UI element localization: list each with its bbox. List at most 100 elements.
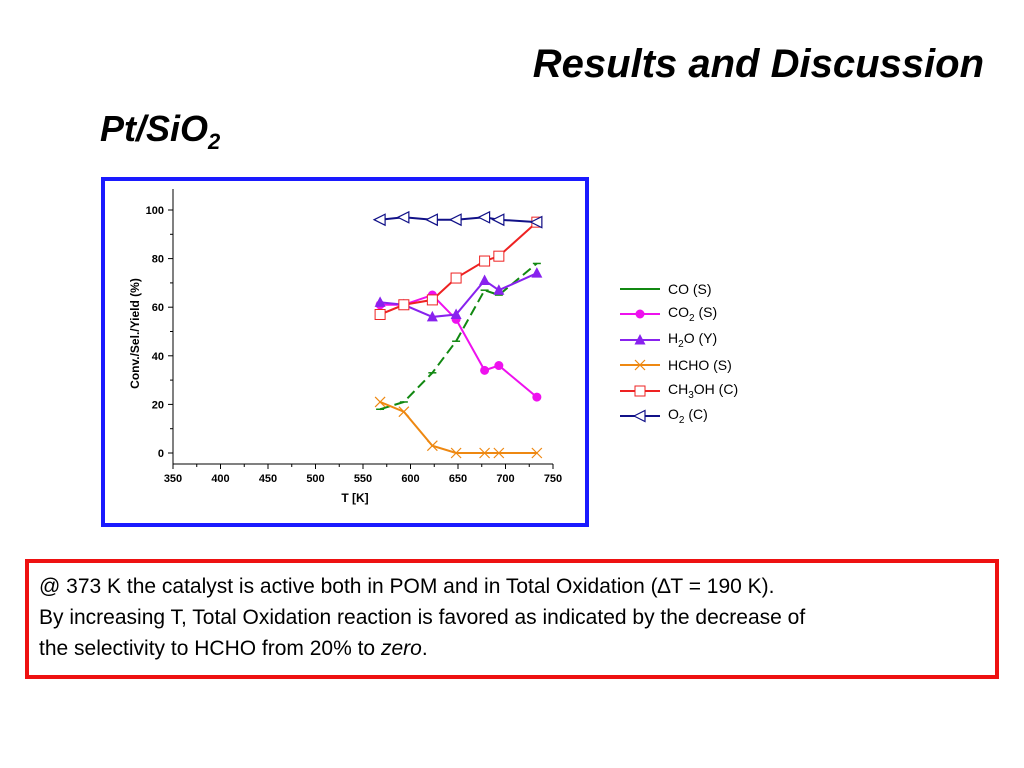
series-point-hcho <box>479 447 491 459</box>
legend-label-subscript: 2 <box>689 313 695 325</box>
series-point-h2o <box>426 310 438 322</box>
series-point-h2o <box>479 274 491 285</box>
series-point-co2 <box>480 365 490 375</box>
legend-item-co: CO (S) <box>620 276 820 302</box>
legend-label-subscript: 2 <box>678 415 685 427</box>
slide-title: Results and Discussion <box>532 42 984 86</box>
series-point-h2o <box>374 296 386 307</box>
series-point-o2 <box>529 215 543 229</box>
legend-swatch-co <box>620 287 660 290</box>
legend-label-o2: O2 (C) <box>668 406 708 426</box>
series-point-h2o <box>531 267 543 278</box>
series-point-o2 <box>491 213 505 227</box>
legend-label-hcho: HCHO (S) <box>668 357 732 373</box>
series-point-h2o <box>450 308 462 319</box>
series-point-h2o <box>493 284 505 295</box>
x-axis-label: T [K] <box>341 491 368 505</box>
x-tick-label: 750 <box>544 473 562 485</box>
series-point-hcho-stroke-b <box>398 406 410 418</box>
chart-frame: 350 400 450 500 550 600 650 700 750 0 20 40 60 80 100 T… <box>101 177 589 527</box>
series-point-o2 <box>448 213 462 227</box>
chart-svg: 350 400 450 500 550 600 650 700 750 0 20 40 60 80 100 T… <box>128 189 562 505</box>
x-tick-label: 500 <box>306 473 324 485</box>
legend-item-hcho: HCHO (S) <box>620 353 820 379</box>
legend-label-rest: (S) <box>709 357 732 374</box>
legend-item-o2: O2 (C) <box>620 404 820 430</box>
legend-item-ch3oh: CH3OH (C) <box>620 378 820 404</box>
legend-label-co2: CO2 (S) <box>668 304 717 324</box>
x-tick-label: 400 <box>211 473 229 485</box>
subtitle-subscript: 2 <box>208 129 221 154</box>
series-point-hcho-stroke-b <box>493 447 505 459</box>
legend-swatch-marker <box>635 309 645 319</box>
legend-swatch-marker <box>634 385 646 397</box>
series-line-co <box>379 262 538 411</box>
series-point-o2 <box>396 210 410 224</box>
legend-label-main: CH <box>668 380 689 397</box>
y-tick-label: 100 <box>146 205 164 217</box>
series-point-ch3oh <box>493 250 505 262</box>
legend-swatch-marker <box>634 333 646 345</box>
x-tick-label: 600 <box>401 473 419 485</box>
legend-swatch-h2o <box>620 333 660 345</box>
series-point-hcho-stroke-b <box>374 396 386 408</box>
legend-swatch-o2 <box>620 409 660 423</box>
legend-swatch-co2 <box>620 309 660 319</box>
y-tick-label: 20 <box>152 399 164 411</box>
note-line-3-prefix: the selectivity to HCHO from 20% to <box>39 637 381 660</box>
legend-label-main: CO <box>668 304 689 321</box>
series-point-hcho <box>426 440 438 452</box>
series-point-o2 <box>425 213 438 227</box>
note-line-3: the selectivity to HCHO from 20% to zero… <box>39 633 985 664</box>
note-line-1: @ 373 K the catalyst is active both in P… <box>39 575 775 598</box>
legend-swatch-ch3oh <box>620 385 660 397</box>
y-tick-label: 60 <box>152 302 164 314</box>
legend-label-rest: (S) <box>689 280 712 297</box>
series-point-co2 <box>532 392 542 402</box>
series-point-hcho <box>493 447 505 459</box>
x-tick-label: 450 <box>259 473 277 485</box>
series-point-o2 <box>372 213 386 227</box>
note-box: @ 373 K the catalyst is active both in P… <box>25 559 999 679</box>
legend-label-h2o: H2O (Y) <box>668 330 717 350</box>
y-tick-label: 0 <box>158 448 164 460</box>
series-point-co2 <box>494 361 504 371</box>
chart-legend: CO (S) CO2 (S) H2O (Y) HCHO (S) CH3OH (C) O2 … <box>620 276 820 429</box>
x-tick-label: 650 <box>449 473 467 485</box>
subtitle-main: Pt/SiO <box>100 108 209 149</box>
slide-subtitle: Pt/SiO2 <box>100 108 220 155</box>
legend-swatch-marker-stroke-b <box>634 359 646 371</box>
y-tick-label: 40 <box>152 351 164 363</box>
legend-label-rest: O (Y) <box>683 329 718 346</box>
legend-swatch-marker <box>632 409 646 423</box>
y-axis-label: Conv./Sel./Yield (%) <box>128 278 142 389</box>
series-point-hcho-stroke-b <box>450 447 462 459</box>
x-tick-label: 550 <box>354 473 372 485</box>
legend-swatch-marker <box>634 359 646 371</box>
legend-swatch-hcho <box>620 359 660 371</box>
note-line-3-suffix: . <box>421 637 428 660</box>
legend-label-rest: OH (C) <box>693 380 739 397</box>
series-point-ch3oh <box>450 272 462 284</box>
x-tick-label: 350 <box>164 473 182 485</box>
x-tick-label: 700 <box>496 473 514 485</box>
y-tick-label: 80 <box>152 254 164 266</box>
series-point-hcho <box>398 406 410 418</box>
series-point-hcho <box>450 447 462 459</box>
note-line-2: By increasing T, Total Oxidation reactio… <box>39 606 806 629</box>
legend-item-co2: CO2 (S) <box>620 302 820 328</box>
legend-item-h2o: H2O (Y) <box>620 327 820 353</box>
legend-label-co: CO (S) <box>668 281 712 297</box>
legend-label-main: HCHO <box>668 357 710 374</box>
series-point-ch3oh <box>398 299 410 311</box>
legend-label-main: CO <box>668 280 689 297</box>
series-point-hcho-stroke-b <box>531 447 543 459</box>
legend-label-rest: (C) <box>684 406 708 423</box>
series-point-hcho <box>374 396 386 408</box>
series-point-hcho-stroke-b <box>426 440 438 452</box>
series-point-hcho <box>531 447 543 459</box>
series-point-ch3oh <box>426 294 438 306</box>
series-line-hcho <box>379 401 537 454</box>
legend-label-subscript: 2 <box>678 338 684 350</box>
series-point-ch3oh <box>374 308 386 320</box>
